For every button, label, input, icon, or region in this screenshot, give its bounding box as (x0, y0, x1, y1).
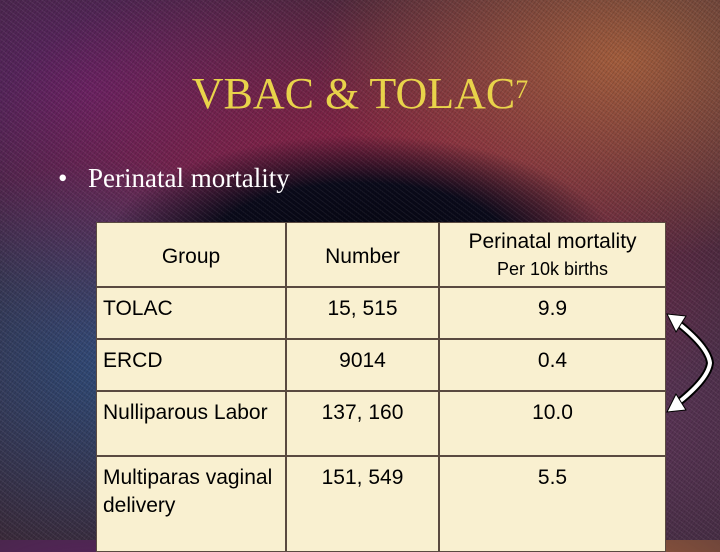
header-mortality: Perinatal mortality Per 10k births (439, 222, 666, 287)
slide-title: VBAC & TOLAC7 (0, 68, 720, 120)
row-nulliparous-group: Nulliparous Labor (96, 391, 286, 456)
row-nulliparous-mortality: 10.0 (439, 391, 666, 456)
slide-title-text: VBAC & TOLAC (191, 69, 516, 118)
row-ercd-group: ERCD (96, 339, 286, 391)
header-group: Group (96, 222, 286, 287)
header-mortality-title: Perinatal mortality (468, 230, 637, 253)
bullet-dot-icon: • (58, 163, 68, 193)
double-headed-arrow-icon (666, 313, 715, 413)
header-number: Number (286, 222, 439, 287)
row-multiparas-group: Multiparas vaginal delivery (96, 456, 286, 552)
row-tolac-mortality: 9.9 (439, 287, 666, 339)
slide-title-superscript: 7 (515, 75, 529, 104)
mortality-table: Group Number Perinatal mortality Per 10k … (96, 222, 666, 552)
row-multiparas-mortality: 5.5 (439, 456, 666, 552)
bullet-item: • Perinatal mortality (58, 160, 290, 196)
row-multiparas-number: 151, 549 (286, 456, 439, 552)
row-tolac-group: TOLAC (96, 287, 286, 339)
row-nulliparous-number: 137, 160 (286, 391, 439, 456)
row-ercd-mortality: 0.4 (439, 339, 666, 391)
row-ercd-number: 9014 (286, 339, 439, 391)
header-mortality-subtitle: Per 10k births (496, 259, 609, 279)
bullet-text: Perinatal mortality (88, 163, 290, 193)
row-tolac-number: 15, 515 (286, 287, 439, 339)
